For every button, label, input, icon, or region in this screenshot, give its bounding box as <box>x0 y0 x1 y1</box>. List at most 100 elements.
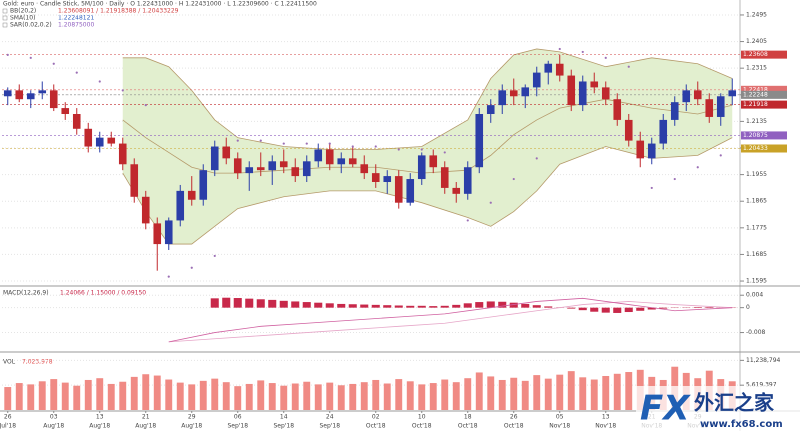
x-tick-month: Oct'18 <box>366 423 386 430</box>
macd-bar <box>693 307 702 308</box>
macd-bar <box>509 302 518 308</box>
sar-dot <box>627 65 630 68</box>
indicator-name: BB(20,2) <box>10 8 36 15</box>
candle-body <box>498 90 507 106</box>
macd-bar <box>601 307 610 313</box>
sar-dot <box>351 145 354 148</box>
volume-bar <box>211 378 219 410</box>
macd-bar <box>659 307 668 309</box>
candle-body <box>613 99 622 120</box>
candle-body <box>463 167 472 194</box>
y-tick-label: 1.1685 <box>746 251 767 258</box>
x-tick-day: 02 <box>372 414 380 421</box>
signal-line <box>168 301 733 343</box>
candle-body <box>337 158 346 165</box>
volume-bar <box>383 383 391 410</box>
x-tick-day: 24 <box>326 414 334 421</box>
price-tag <box>741 131 787 140</box>
candle-body <box>302 161 311 177</box>
volume-bar <box>61 382 69 410</box>
macd-bar <box>233 298 242 308</box>
sar-dot <box>6 53 9 56</box>
price-tag <box>741 85 787 94</box>
volume-bar <box>498 379 506 410</box>
sar-dot <box>98 80 101 83</box>
y-tick-label: 1.1865 <box>746 198 767 205</box>
macd-bar <box>302 302 311 308</box>
candle-body <box>417 155 426 180</box>
volume-bar <box>119 381 127 410</box>
volume-bar <box>107 383 115 410</box>
candle-body <box>26 93 35 100</box>
watermark-url: www.fx68.com <box>700 419 783 430</box>
macd-bar <box>463 303 472 308</box>
volume-bar <box>50 379 58 410</box>
volume-bar <box>245 383 253 410</box>
candle-body <box>199 170 208 200</box>
band-lower <box>122 137 733 245</box>
volume-bar <box>38 381 46 410</box>
sar-dot <box>282 142 285 145</box>
candle-body <box>130 164 139 197</box>
candle-body <box>670 102 679 120</box>
macd-bar <box>325 303 334 308</box>
macd-bar <box>337 303 346 308</box>
macd-bar <box>567 307 576 309</box>
candle-body <box>647 143 656 159</box>
y-tick-label: 0 <box>746 304 750 311</box>
macd-bar <box>532 305 541 308</box>
legend-box <box>2 15 8 21</box>
x-tick-month: Sep'18 <box>227 423 248 430</box>
macd-bar <box>348 304 357 308</box>
candle-body <box>532 72 541 88</box>
watermark-logo: FX <box>640 389 691 429</box>
candle-body <box>624 119 633 141</box>
sar-dot <box>29 56 32 59</box>
candle-body <box>61 108 70 114</box>
x-tick-day: 14 <box>280 414 288 421</box>
candle-body <box>578 81 587 106</box>
indicator-name: SAR(0.02,0.2) <box>10 22 52 29</box>
macd-bar <box>647 307 656 310</box>
candle-body <box>521 87 530 97</box>
volume-bar <box>475 372 483 410</box>
x-tick-month: Nov'18 <box>595 423 616 430</box>
x-tick-month: Oct'18 <box>458 423 478 430</box>
macd-bar <box>314 302 323 308</box>
candle-body <box>371 173 380 182</box>
candle-body <box>279 161 288 168</box>
volume-bar <box>533 375 541 410</box>
macd-bar <box>544 306 553 308</box>
y-tick-label: 1.2405 <box>746 38 767 45</box>
watermark: FX 外汇之家 www.fx68.com <box>636 386 800 431</box>
x-tick-month: Nov'18 <box>549 423 570 430</box>
volume-bar <box>303 381 311 410</box>
volume-bar <box>165 379 173 410</box>
macd-bar <box>245 298 254 308</box>
macd-bar <box>417 305 426 308</box>
candle-body <box>636 140 645 159</box>
volume-bar <box>395 379 403 410</box>
candle-body <box>49 90 58 109</box>
candle-body <box>348 158 357 165</box>
volume-bar <box>556 374 564 410</box>
macd-bar <box>406 305 415 308</box>
volume-bar <box>544 378 552 410</box>
volume-title: VOL <box>3 359 16 366</box>
price-tag-label: 1.21918 <box>743 101 768 108</box>
candle-body <box>325 149 334 165</box>
candle-body <box>141 196 150 224</box>
volume-bar <box>84 379 92 410</box>
sar-dot <box>144 104 147 107</box>
volume-bar <box>337 385 345 410</box>
x-tick-month: Aug'18 <box>43 423 64 430</box>
candle-body <box>291 167 300 177</box>
indicator-value: 1.20875000 <box>58 22 94 29</box>
volume-bar <box>326 382 334 410</box>
volume-bar <box>15 383 23 410</box>
sar-dot <box>167 275 170 278</box>
macd-bar <box>394 305 403 308</box>
volume-bar <box>613 373 621 410</box>
y-tick-label: 1.1775 <box>746 224 767 231</box>
volume-bar <box>406 381 414 410</box>
